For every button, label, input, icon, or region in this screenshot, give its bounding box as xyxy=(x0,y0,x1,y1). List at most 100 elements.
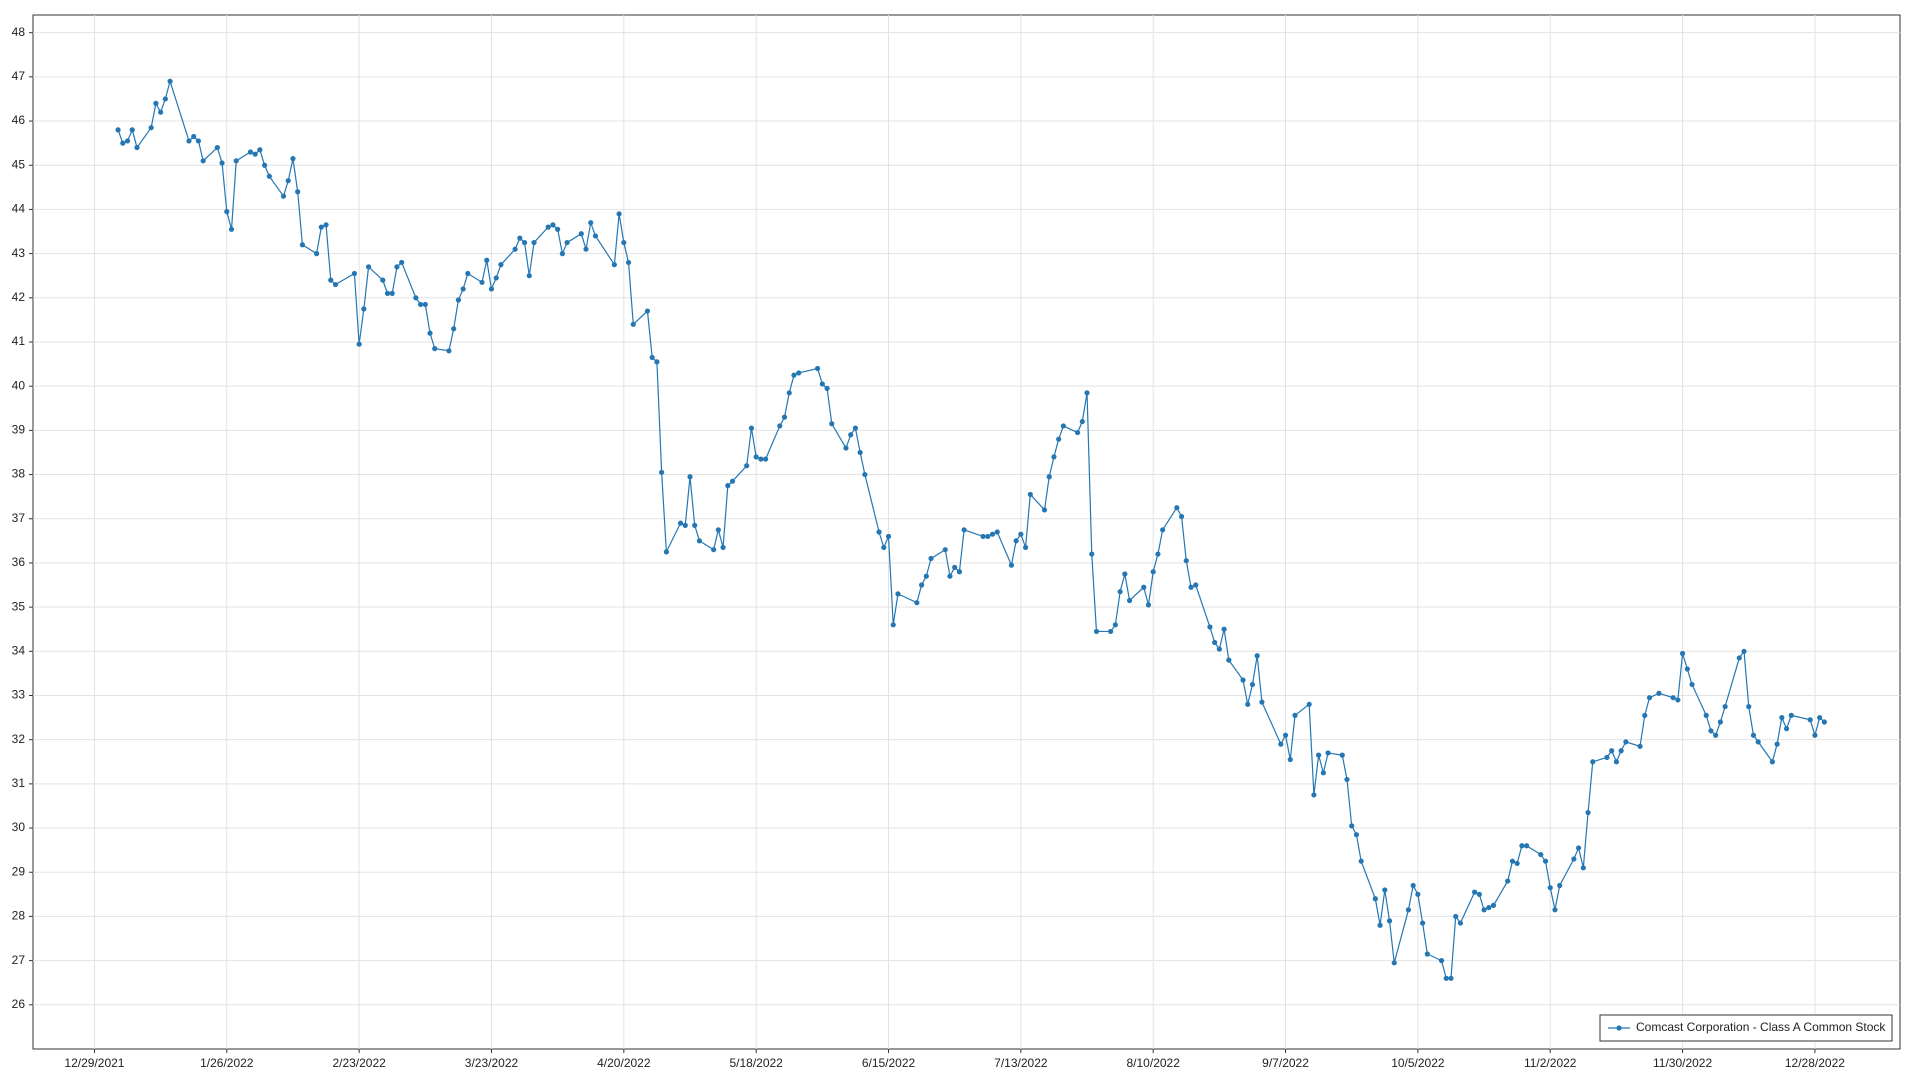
data-point xyxy=(1821,719,1827,725)
data-point xyxy=(228,226,235,232)
data-point xyxy=(1093,628,1100,635)
data-point xyxy=(1145,602,1152,608)
legend-box xyxy=(1599,1014,1893,1042)
data-point xyxy=(748,425,755,431)
data-point xyxy=(644,308,651,314)
data-point xyxy=(1490,902,1497,908)
data-point xyxy=(625,259,632,266)
data-point xyxy=(1325,750,1331,756)
data-point xyxy=(1117,589,1123,595)
data-point xyxy=(1178,513,1185,520)
data-point xyxy=(167,78,173,84)
data-point xyxy=(1604,754,1610,760)
data-point xyxy=(1783,726,1790,732)
data-point xyxy=(1108,628,1114,635)
data-point xyxy=(1207,624,1213,630)
y-tick-label: 45 xyxy=(12,157,26,171)
data-point xyxy=(881,544,887,551)
data-point xyxy=(942,547,948,553)
data-point xyxy=(1008,562,1015,568)
data-point xyxy=(451,326,457,332)
data-point xyxy=(1552,907,1558,913)
data-point xyxy=(824,385,830,391)
data-point xyxy=(1150,569,1156,575)
data-point xyxy=(1022,544,1029,551)
data-point xyxy=(1448,975,1454,981)
data-point xyxy=(446,348,452,354)
data-point xyxy=(1292,712,1298,718)
data-point xyxy=(1254,653,1260,659)
data-point xyxy=(365,264,372,270)
data-point xyxy=(588,220,594,226)
y-tick-label: 32 xyxy=(12,732,26,746)
data-point xyxy=(1018,531,1024,537)
data-point xyxy=(1259,699,1265,705)
data-point xyxy=(394,264,400,270)
data-point xyxy=(266,173,272,179)
data-point xyxy=(1585,809,1591,816)
data-point xyxy=(687,474,693,480)
data-point xyxy=(725,483,731,489)
data-point xyxy=(649,354,655,361)
y-tick-label: 46 xyxy=(12,113,26,127)
data-point xyxy=(1174,505,1180,511)
data-point xyxy=(753,454,759,460)
data-point xyxy=(786,390,792,396)
data-point xyxy=(120,140,126,146)
data-point xyxy=(257,147,263,153)
y-tick-label: 34 xyxy=(12,643,26,657)
data-point xyxy=(285,178,291,184)
data-point xyxy=(124,138,131,144)
data-point xyxy=(413,295,419,301)
y-tick-label: 48 xyxy=(12,25,26,39)
data-point xyxy=(1481,907,1487,913)
legend-label: Comcast Corporation - Class A Common Sto… xyxy=(1636,1020,1886,1034)
data-point xyxy=(1060,423,1066,429)
data-point xyxy=(455,297,461,303)
data-point xyxy=(777,423,783,429)
data-point xyxy=(1339,752,1345,758)
y-tick-label: 39 xyxy=(12,423,26,437)
data-point xyxy=(380,277,386,283)
data-point xyxy=(290,156,296,162)
y-tick-label: 35 xyxy=(12,599,26,613)
data-point xyxy=(1505,878,1511,884)
data-point xyxy=(1212,639,1218,646)
data-point xyxy=(1126,597,1133,604)
data-point xyxy=(583,246,589,252)
data-point xyxy=(1287,756,1293,763)
data-point xyxy=(1722,703,1728,710)
data-point xyxy=(1316,752,1322,758)
data-point xyxy=(1476,891,1482,897)
data-point xyxy=(711,547,717,553)
data-point xyxy=(763,456,769,462)
data-point xyxy=(1349,823,1355,829)
x-tick-label: 9/7/2022 xyxy=(1262,1056,1309,1070)
data-point xyxy=(663,549,669,555)
plot-area xyxy=(32,14,1901,1050)
labels: 26 27 28 29 30 31 32 33 34 35 36 37 38 39 40 41 42 43 44 45… xyxy=(12,25,1893,1070)
data-point xyxy=(682,522,688,528)
data-point xyxy=(1575,845,1582,851)
data-point xyxy=(1713,732,1719,738)
data-point xyxy=(1590,759,1596,765)
data-point xyxy=(1708,728,1714,734)
data-point xyxy=(1226,657,1232,663)
data-point xyxy=(422,301,428,308)
data-point xyxy=(1278,741,1284,747)
data-point xyxy=(299,242,306,248)
data-point xyxy=(848,432,854,438)
data-point xyxy=(1509,858,1516,864)
data-point xyxy=(654,359,660,365)
y-tick-label: 43 xyxy=(12,246,26,260)
data-point xyxy=(153,100,159,106)
data-point xyxy=(1386,918,1393,924)
data-point xyxy=(1524,843,1530,849)
data-point xyxy=(432,346,438,352)
data-point xyxy=(162,96,168,102)
data-point xyxy=(1141,584,1147,590)
data-point xyxy=(356,341,362,347)
data-point xyxy=(479,279,485,285)
data-point xyxy=(313,251,320,257)
data-point xyxy=(914,600,920,606)
